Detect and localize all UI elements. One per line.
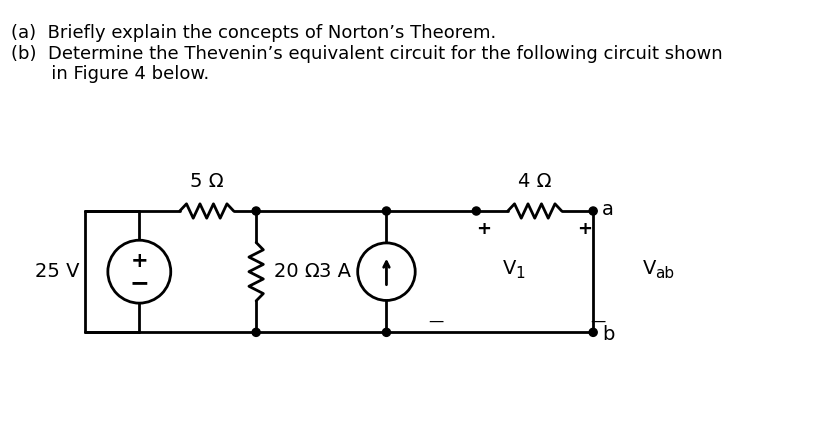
Circle shape xyxy=(108,240,171,303)
Text: ab: ab xyxy=(655,266,674,281)
Text: V: V xyxy=(643,259,656,278)
Text: (a)  Briefly explain the concepts of Norton’s Theorem.: (a) Briefly explain the concepts of Nort… xyxy=(11,24,496,42)
Text: 4 Ω: 4 Ω xyxy=(518,172,551,191)
Circle shape xyxy=(472,207,480,215)
Text: 25 V: 25 V xyxy=(35,262,80,281)
Text: in Figure 4 below.: in Figure 4 below. xyxy=(11,65,209,83)
Circle shape xyxy=(589,207,597,215)
Text: —: — xyxy=(590,314,606,329)
Circle shape xyxy=(358,243,415,301)
Circle shape xyxy=(383,207,390,215)
Circle shape xyxy=(589,328,597,337)
Text: (b)  Determine the Thevenin’s equivalent circuit for the following circuit shown: (b) Determine the Thevenin’s equivalent … xyxy=(11,45,723,63)
Text: —: — xyxy=(428,314,444,329)
Text: 3 A: 3 A xyxy=(318,262,351,281)
Circle shape xyxy=(383,328,390,337)
Circle shape xyxy=(252,207,260,215)
Text: 20 Ω: 20 Ω xyxy=(274,262,320,281)
Text: a: a xyxy=(602,200,614,219)
Text: b: b xyxy=(602,325,615,344)
Text: V: V xyxy=(503,259,516,278)
Text: +: + xyxy=(476,220,491,238)
Circle shape xyxy=(252,328,260,337)
Text: −: − xyxy=(130,271,149,295)
Text: 1: 1 xyxy=(515,266,525,281)
Text: +: + xyxy=(577,220,592,238)
Text: 5 Ω: 5 Ω xyxy=(190,172,224,191)
Text: +: + xyxy=(130,251,148,271)
